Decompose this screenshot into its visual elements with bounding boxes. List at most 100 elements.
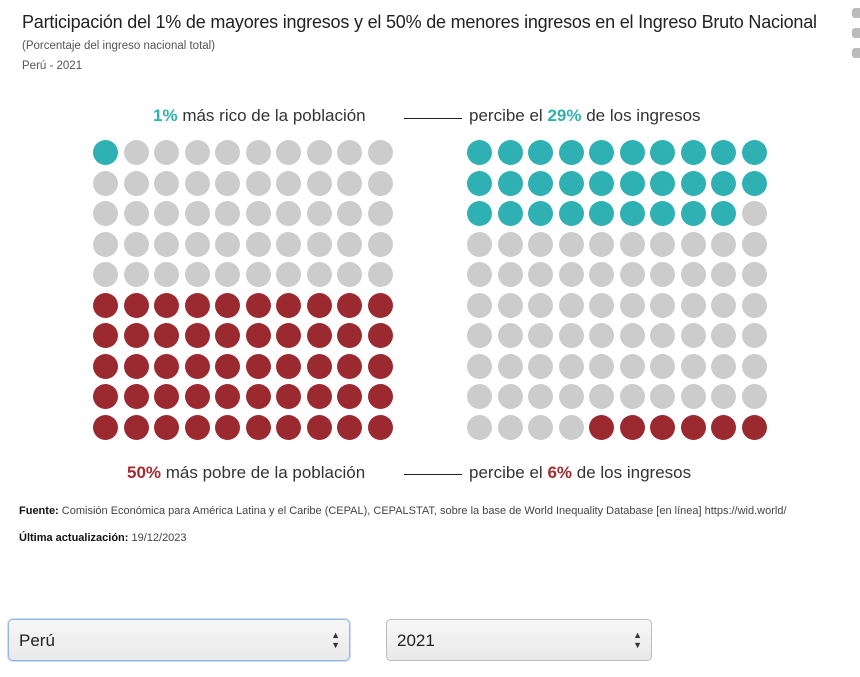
- population-dot-empty: [184, 140, 210, 165]
- updated-note: Última actualización: 19/12/2023: [19, 532, 187, 544]
- bottom-connector-line: [404, 474, 462, 475]
- income-dot-empty: [528, 384, 553, 409]
- population-dot-empty: [123, 140, 149, 165]
- population-dot-bottom: [123, 353, 149, 379]
- population-dot-empty: [337, 262, 362, 287]
- population-dot-bottom: [306, 414, 332, 440]
- income-dot-top: [528, 201, 553, 226]
- income-dot-empty: [528, 414, 553, 440]
- toolbar-edge-icons[interactable]: [852, 8, 860, 68]
- population-dot-bottom: [154, 292, 179, 318]
- population-dot-empty: [184, 201, 210, 226]
- population-dot-bottom: [276, 414, 301, 440]
- population-dot-bottom: [306, 323, 332, 348]
- income-dot-empty: [741, 384, 767, 409]
- population-dot-empty: [184, 231, 210, 257]
- population-dot-bottom: [184, 414, 210, 440]
- income-dot-bottom: [650, 414, 675, 440]
- population-dot-empty: [245, 262, 271, 287]
- population-dot-empty: [154, 262, 179, 287]
- source-label: Fuente:: [19, 505, 59, 517]
- income-dot-empty: [497, 353, 523, 379]
- income-dot-empty: [528, 262, 553, 287]
- income-dot-top: [711, 170, 736, 196]
- income-dot-empty: [680, 292, 706, 318]
- population-dot-bottom: [215, 353, 240, 379]
- population-dot-bottom: [93, 384, 118, 409]
- population-dot-bottom: [337, 292, 362, 318]
- income-dot-empty: [497, 384, 523, 409]
- income-dot-empty: [741, 262, 767, 287]
- population-waffle: [93, 140, 403, 450]
- population-dot-bottom: [306, 292, 332, 318]
- population-dot-empty: [245, 201, 271, 226]
- population-dot-bottom: [123, 414, 149, 440]
- top-group-label: 1% más rico de la población: [153, 106, 366, 126]
- income-dot-empty: [619, 353, 645, 379]
- top-share-label: percibe el 29% de los ingresos: [469, 106, 701, 126]
- population-dot-empty: [306, 262, 332, 287]
- income-dot-empty: [528, 292, 553, 318]
- income-dot-empty: [558, 231, 584, 257]
- income-dot-empty: [528, 231, 553, 257]
- income-dot-empty: [741, 231, 767, 257]
- income-dot-empty: [497, 323, 523, 348]
- population-dot-bottom: [337, 384, 362, 409]
- population-dot-empty: [215, 231, 240, 257]
- population-dot-bottom: [245, 353, 271, 379]
- population-dot-bottom: [154, 323, 179, 348]
- updated-text: 19/12/2023: [131, 532, 187, 544]
- population-dot-empty: [215, 170, 240, 196]
- income-dot-bottom: [711, 414, 736, 440]
- population-dot-bottom: [306, 353, 332, 379]
- income-dot-empty: [650, 231, 675, 257]
- top-share-value: 29%: [547, 106, 582, 125]
- population-dot-empty: [337, 201, 362, 226]
- income-dot-top: [467, 140, 492, 165]
- population-dot-empty: [306, 231, 332, 257]
- income-dot-top: [497, 140, 523, 165]
- bottom-group-pct: 50%: [127, 463, 162, 482]
- income-dot-empty: [558, 262, 584, 287]
- income-dot-empty: [589, 384, 614, 409]
- population-dot-bottom: [215, 323, 240, 348]
- bottom-share-value: 6%: [547, 463, 573, 482]
- income-dot-empty: [711, 353, 736, 379]
- income-dot-empty: [741, 292, 767, 318]
- income-dot-empty: [558, 353, 584, 379]
- population-dot-empty: [93, 170, 118, 196]
- population-dot-bottom: [367, 414, 393, 440]
- income-dot-top: [528, 140, 553, 165]
- income-dot-empty: [741, 201, 767, 226]
- income-dot-empty: [680, 353, 706, 379]
- income-dot-empty: [497, 262, 523, 287]
- population-dot-empty: [337, 170, 362, 196]
- income-dot-empty: [711, 323, 736, 348]
- income-dot-empty: [528, 323, 553, 348]
- population-dot-empty: [93, 262, 118, 287]
- population-dot-empty: [215, 140, 240, 165]
- income-dot-empty: [619, 384, 645, 409]
- population-dot-bottom: [337, 353, 362, 379]
- bottom-group-label: 50% más pobre de la población: [127, 463, 365, 483]
- year-select[interactable]: 2021 ▲ ▼: [386, 619, 652, 661]
- population-dot-empty: [276, 262, 301, 287]
- country-select[interactable]: Perú ▲ ▼: [8, 619, 350, 661]
- income-dot-bottom: [741, 414, 767, 440]
- population-dot-bottom: [154, 353, 179, 379]
- population-dot-bottom: [245, 292, 271, 318]
- income-dot-bottom: [680, 414, 706, 440]
- income-dot-empty: [558, 414, 584, 440]
- income-dot-top: [680, 170, 706, 196]
- year-select-value: 2021: [397, 631, 435, 650]
- income-dot-empty: [711, 292, 736, 318]
- population-dot-bottom: [154, 414, 179, 440]
- population-dot-empty: [367, 140, 393, 165]
- population-dot-bottom: [367, 323, 393, 348]
- population-dot-empty: [123, 201, 149, 226]
- income-dot-top: [741, 140, 767, 165]
- income-dot-empty: [467, 353, 492, 379]
- bottom-share-prefix: percibe el: [469, 463, 543, 482]
- income-dot-empty: [528, 353, 553, 379]
- income-dot-top: [650, 201, 675, 226]
